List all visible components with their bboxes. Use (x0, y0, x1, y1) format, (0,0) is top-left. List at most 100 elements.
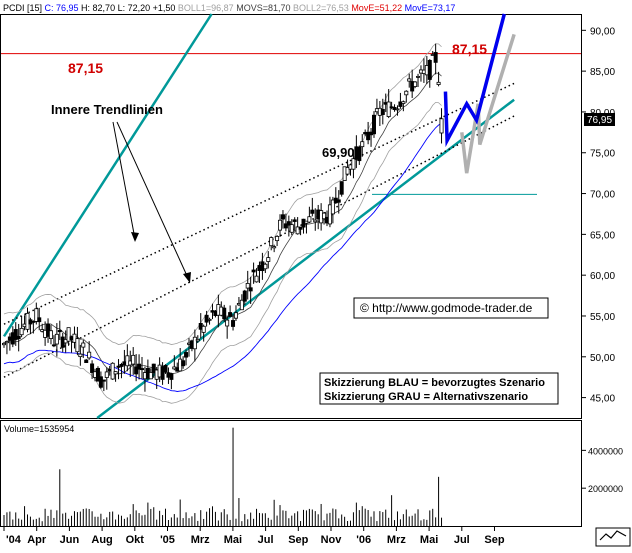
level-label: 69,90 (322, 145, 355, 160)
candle-body (46, 323, 51, 337)
x-tick-label: Jul (258, 534, 274, 546)
candle (266, 251, 271, 269)
candle (436, 71, 441, 87)
x-tick-label: Mai (420, 534, 438, 546)
candle (104, 367, 109, 390)
candle (66, 327, 71, 346)
candle (278, 214, 283, 237)
candle-body (322, 212, 327, 220)
x-tick-label: Mrz (387, 534, 406, 546)
candle (57, 320, 62, 341)
candle (95, 366, 100, 382)
candle (163, 364, 168, 374)
candle-body (195, 338, 200, 342)
candle (289, 219, 294, 236)
trendlines (2, 13, 515, 419)
candle (119, 362, 124, 379)
candle-body (404, 90, 409, 96)
candle (327, 196, 332, 228)
candle-body (225, 319, 230, 327)
candle-body (398, 101, 403, 107)
x-tick-label: Jul (454, 534, 470, 546)
candle (98, 371, 103, 389)
candle-body (51, 344, 56, 347)
candle-body (307, 216, 312, 223)
candle (2, 341, 7, 348)
candle-body (254, 275, 259, 283)
candle (286, 215, 291, 237)
x-tick-label: '05 (160, 534, 175, 546)
candle (407, 73, 412, 88)
candle-body (37, 317, 42, 323)
candle (48, 324, 53, 345)
last-price-tag (584, 113, 615, 126)
candle-body (131, 354, 136, 365)
candle (78, 344, 83, 366)
candle (110, 362, 115, 380)
candle (207, 317, 212, 325)
candle-body (269, 237, 274, 247)
candle-body (345, 167, 350, 175)
candle (125, 344, 130, 372)
candle-body (245, 283, 250, 289)
candle (169, 372, 174, 390)
candle-body (98, 376, 103, 388)
inner-trendline-1 (3, 82, 515, 325)
x-tick-label: Okt (126, 534, 145, 546)
candle-body (433, 52, 438, 63)
candle-body (81, 342, 86, 348)
candle (283, 213, 288, 232)
candle (366, 121, 371, 145)
candle (184, 349, 189, 366)
candle (201, 324, 206, 342)
candle-body (84, 359, 89, 363)
candle (228, 305, 233, 318)
candle (31, 320, 36, 334)
header-item-7: MovE=51,22 (351, 3, 404, 13)
candle (439, 108, 444, 144)
candle-body (339, 181, 344, 195)
candle-body (239, 299, 244, 311)
candle (160, 362, 165, 385)
candle-body (275, 236, 280, 242)
candle (307, 206, 312, 224)
candle (140, 356, 145, 380)
candle-body (392, 107, 397, 110)
candle-body (34, 308, 39, 322)
candle (54, 323, 59, 357)
trendline-arrow-2 (116, 121, 189, 279)
y-tick-label: 90,00 (590, 26, 615, 37)
candle-body (283, 223, 288, 229)
indicator-lines (3, 43, 442, 404)
candle (248, 276, 253, 304)
candle (72, 326, 77, 349)
candle (292, 217, 297, 232)
candle-body (54, 333, 59, 345)
volume-label: Volume=1535954 (4, 424, 74, 434)
candle (330, 196, 335, 224)
scenario-gray-path (460, 33, 516, 174)
outer-trendline-1 (96, 98, 515, 419)
candle-body (137, 363, 142, 370)
candle-body (169, 373, 174, 380)
candle-body (207, 318, 212, 321)
candle (433, 43, 438, 75)
trendline-label: Innere Trendlinien (51, 102, 163, 117)
candle-body (439, 118, 444, 134)
candle (16, 323, 21, 352)
candle (371, 111, 376, 138)
candle (392, 104, 397, 112)
candle-body (181, 360, 186, 367)
candlestick-series (2, 43, 444, 392)
candle-body (357, 146, 362, 162)
header-item-8: MovE=73,17 (405, 3, 456, 13)
volume-bars (3, 427, 443, 526)
header-legend: PCDI [15] C: 76,95 H: 82,70 L: 72,20 +1,… (3, 3, 455, 13)
scenario-blue-path (443, 13, 507, 148)
candle-body (119, 363, 124, 367)
candle-body (48, 330, 53, 339)
candle-body (266, 257, 271, 262)
candle (239, 294, 244, 311)
candle (34, 302, 39, 325)
